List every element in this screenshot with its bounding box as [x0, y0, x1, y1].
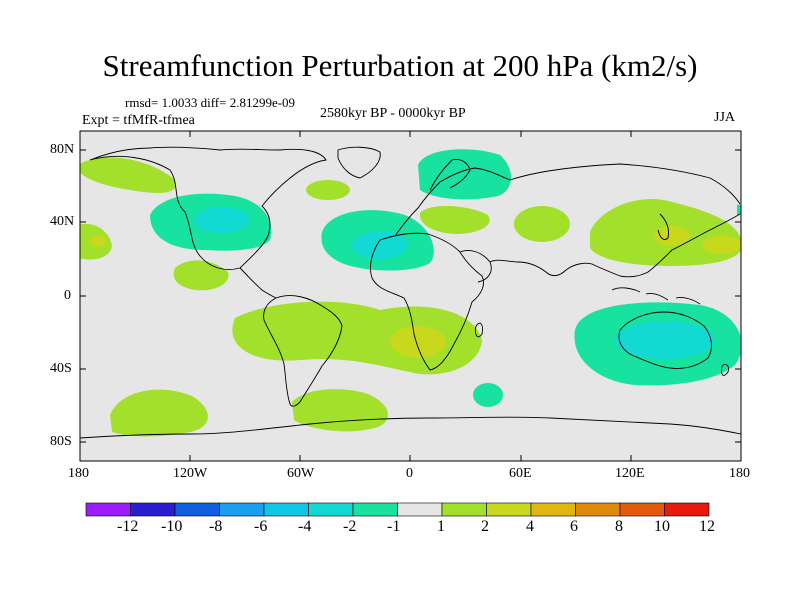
colorbar-swatch [85, 502, 131, 517]
colorbar-swatch [263, 502, 309, 517]
colorbar-swatch [619, 502, 665, 517]
colorbar-label: 12 [699, 518, 715, 535]
colorbar-label: -1 [387, 518, 401, 535]
coast-antarctica [80, 416, 741, 439]
colorbar-label: -10 [161, 518, 183, 535]
contour-neg-north-america-core [194, 207, 250, 233]
colorbar-swatch [130, 502, 176, 517]
lat-label-0: 0 [64, 288, 71, 303]
lon-label-120e: 120E [615, 466, 645, 481]
contour-pos-pacific-east [90, 235, 106, 247]
lon-ticks [79, 131, 742, 461]
coastline-layer [80, 146, 741, 439]
colorbar-swatch [664, 502, 710, 517]
colorbar-label: -8 [209, 518, 223, 535]
contour-pos-south-africa [390, 326, 446, 358]
contour-neg-southern-indian [473, 383, 503, 407]
colorbar-swatch [441, 502, 487, 517]
lon-label-60e: 60E [509, 466, 532, 481]
coast-japan [657, 213, 669, 241]
lon-label-180w: 180 [68, 466, 89, 481]
colorbar-label: 10 [654, 518, 670, 535]
colorbar-label: 8 [615, 518, 623, 535]
period-label: 2580kyr BP - 0000kyr BP [320, 106, 466, 121]
stats-text: rmsd= 1.0033 diff= 2.81299e-09 [125, 95, 296, 110]
lat-label-40s: 40S [50, 361, 72, 376]
contour-pos-arctic [306, 180, 350, 200]
coast-africa [369, 232, 484, 371]
coast-south-america [263, 295, 343, 407]
coast-asia [489, 163, 741, 278]
lat-label-80n: 80N [50, 142, 75, 157]
contour-pos-southern-ocean-atlantic [292, 389, 388, 432]
colorbar-swatch [397, 502, 443, 517]
lon-label-180e: 180 [729, 466, 750, 481]
colorbar-label: -2 [343, 518, 357, 535]
contour-pos-europe [419, 206, 490, 234]
colorbar-swatch [352, 502, 398, 517]
lon-label-60w: 60W [287, 466, 315, 481]
colorbar-swatch [530, 502, 576, 517]
contour-pos-southern-ocean-west [110, 389, 208, 437]
contour-pos-west-pacific [702, 236, 741, 254]
contour-pos-central-asia [514, 206, 570, 242]
lon-label-120w: 120W [173, 466, 208, 481]
coast-europe [394, 167, 511, 237]
colorbar-swatch [486, 502, 532, 517]
coast-scandinavia [429, 159, 471, 191]
colorbar-label: 2 [481, 518, 489, 535]
colorbar-swatch [575, 502, 621, 517]
coast-madagascar [475, 322, 483, 338]
colorbar-label: 6 [570, 518, 578, 535]
contour-fill-layer [80, 149, 741, 437]
coast-maritime-continent [611, 287, 701, 305]
contour-neg-arctic-east [737, 204, 741, 216]
lat-label-40n: 40N [50, 214, 75, 229]
lon-label-0: 0 [406, 466, 413, 481]
map-title: Streamfunction Perturbation at 200 hPa (… [102, 48, 698, 83]
experiment-label: Expt = tfMfR-tfmea [82, 113, 195, 128]
colorbar-swatch [308, 502, 354, 517]
colorbar-label: 1 [437, 518, 445, 535]
contour-pos-subtropical-pacific [173, 260, 229, 291]
coast-north-america [89, 146, 327, 270]
season-label: JJA [714, 110, 736, 125]
coast-greenland [337, 146, 381, 179]
contour-pos-japan [654, 226, 690, 246]
colorbar-label: -6 [254, 518, 268, 535]
colorbar-label: -12 [117, 518, 139, 535]
colorbar-label: 4 [526, 518, 534, 535]
colorbar-swatch [174, 502, 220, 517]
colorbar-swatch [219, 502, 265, 517]
contour-neg-arctic-europe [418, 149, 512, 200]
lat-ticks [80, 149, 741, 443]
contour-neg-north-atlantic-core [352, 231, 408, 259]
contour-neg-australia-core [615, 321, 715, 359]
coast-central-america [239, 267, 277, 299]
lat-label-80s: 80S [50, 434, 72, 449]
colorbar [85, 502, 710, 517]
colorbar-label: -4 [298, 518, 312, 535]
coast-australia [618, 311, 712, 369]
coast-new-zealand [721, 363, 729, 376]
contour-pos-north-pacific [80, 157, 176, 193]
